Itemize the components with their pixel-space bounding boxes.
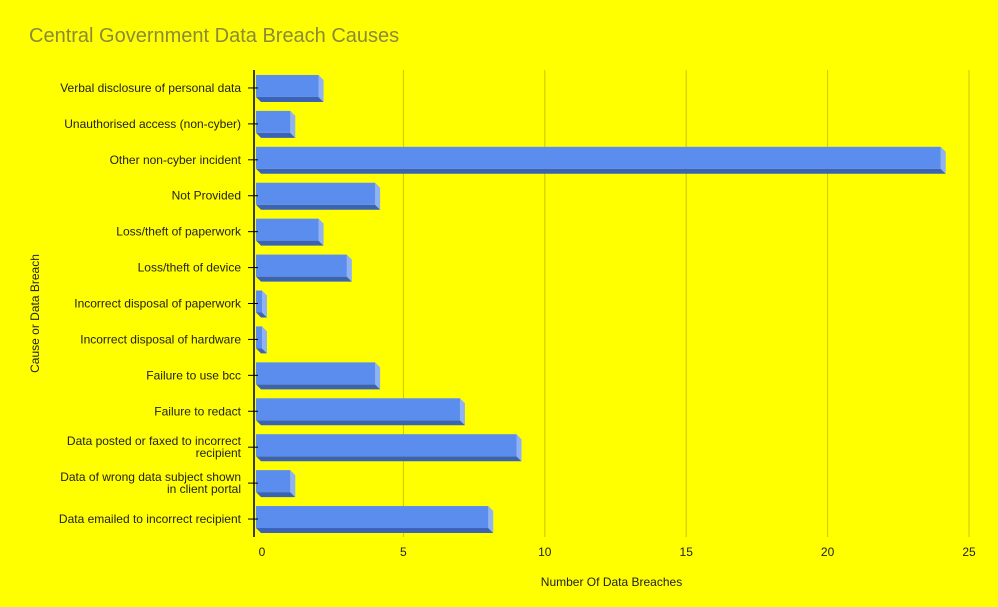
bar-shadow bbox=[256, 168, 946, 174]
bar bbox=[256, 506, 489, 529]
bar-shadow bbox=[256, 204, 381, 210]
bar-shadow bbox=[256, 384, 381, 390]
category-label: Data posted or faxed to incorrect recipie… bbox=[67, 434, 242, 460]
category-label: Other non-cyber incident bbox=[110, 153, 242, 167]
category-label: Incorrect disposal of hardware bbox=[80, 332, 241, 346]
category-label: Failure to redact bbox=[154, 404, 241, 418]
bar bbox=[256, 398, 460, 421]
bar-shadow bbox=[256, 132, 296, 138]
bar bbox=[256, 110, 291, 133]
bar-shadow bbox=[256, 348, 267, 354]
bar bbox=[256, 254, 347, 277]
chart-title: Central Government Data Breach Causes bbox=[29, 25, 400, 47]
bar-side bbox=[346, 254, 352, 282]
bar-side bbox=[318, 74, 324, 102]
x-tick-label: 0 bbox=[259, 545, 266, 559]
bar-side bbox=[516, 434, 522, 462]
x-tick-label: 10 bbox=[538, 545, 552, 559]
bar bbox=[256, 74, 319, 97]
bar-shadow bbox=[256, 96, 324, 102]
bar-side bbox=[290, 470, 296, 498]
x-axis-title: Number Of Data Breaches bbox=[541, 575, 682, 589]
bar-side bbox=[488, 506, 494, 534]
bar-side bbox=[375, 182, 381, 210]
bar bbox=[256, 362, 376, 385]
bar-shadow bbox=[256, 420, 465, 426]
x-tick-label: 5 bbox=[400, 545, 407, 559]
category-label: Verbal disclosure of personal data bbox=[60, 81, 241, 95]
category-label: Data emailed to incorrect recipient bbox=[59, 512, 242, 526]
bar-shadow bbox=[256, 456, 522, 462]
bar bbox=[256, 326, 262, 349]
bar-side bbox=[262, 326, 267, 354]
bar bbox=[256, 470, 291, 493]
bar-side bbox=[318, 218, 324, 246]
bar bbox=[256, 434, 517, 457]
bar-side bbox=[262, 290, 267, 318]
bar bbox=[256, 182, 376, 205]
bar bbox=[256, 290, 262, 313]
category-label: Loss/theft of device bbox=[138, 261, 242, 275]
bar-side bbox=[290, 110, 296, 138]
bar-side bbox=[375, 362, 381, 390]
bar-side bbox=[459, 398, 465, 426]
bar-shadow bbox=[256, 312, 267, 318]
category-label: Incorrect disposal of paperwork bbox=[74, 297, 242, 311]
y-axis-title: Cause or Data Breach bbox=[28, 254, 42, 373]
x-tick-label: 15 bbox=[680, 545, 694, 559]
category-label: Data of wrong data subject shown in clien… bbox=[60, 470, 241, 496]
bar bbox=[256, 146, 941, 169]
bar-shadow bbox=[256, 528, 494, 534]
x-tick-label: 25 bbox=[962, 545, 976, 559]
bar-shadow bbox=[256, 492, 296, 498]
bar-side bbox=[940, 146, 946, 174]
category-label: Failure to use bcc bbox=[146, 368, 241, 382]
bar bbox=[256, 218, 319, 241]
category-label: Unauthorised access (non-cyber) bbox=[64, 117, 241, 131]
bar-shadow bbox=[256, 240, 324, 246]
category-label: Not Provided bbox=[172, 189, 241, 203]
category-label: Loss/theft of paperwork bbox=[116, 225, 242, 239]
x-tick-label: 20 bbox=[821, 545, 835, 559]
bar-shadow bbox=[256, 276, 352, 282]
